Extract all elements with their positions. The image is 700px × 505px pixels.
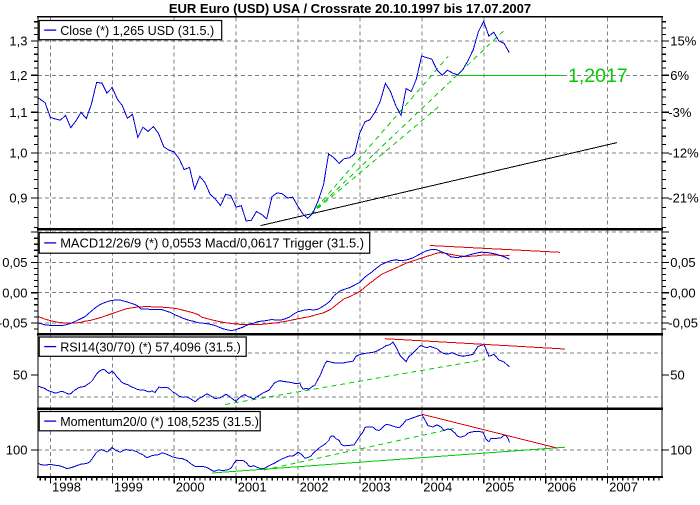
svg-text:2005: 2005	[485, 480, 514, 495]
svg-text:Close (*) 1,265 USD (31.5.): Close (*) 1,265 USD (31.5.)	[60, 24, 214, 38]
svg-text:-0,05: -0,05	[668, 316, 698, 331]
svg-text:0,9: 0,9	[9, 191, 27, 206]
svg-text:1,2: 1,2	[9, 68, 27, 83]
svg-text:1,2017: 1,2017	[568, 65, 628, 87]
svg-text:50: 50	[670, 368, 684, 383]
svg-text:2007: 2007	[609, 480, 638, 495]
svg-text:1,3: 1,3	[9, 34, 27, 49]
svg-text:100: 100	[670, 443, 692, 458]
svg-text:MACD12/26/9 (*) 0,0553 Macd/0,: MACD12/26/9 (*) 0,0553 Macd/0,0617 Trigg…	[60, 236, 364, 251]
svg-text:1,0: 1,0	[9, 146, 27, 161]
svg-text:0,05: 0,05	[2, 255, 27, 270]
svg-text:EUR Euro (USD) USA / Crossrate: EUR Euro (USD) USA / Crossrate 20.10.199…	[169, 1, 531, 16]
svg-text:2004: 2004	[423, 480, 452, 495]
svg-text:2002: 2002	[300, 480, 329, 495]
svg-text:1999: 1999	[114, 480, 143, 495]
svg-text:6%: 6%	[670, 68, 689, 83]
svg-text:50: 50	[13, 368, 27, 383]
svg-text:0,00: 0,00	[670, 285, 695, 300]
svg-text:15%: 15%	[670, 34, 696, 49]
svg-text:1998: 1998	[52, 480, 81, 495]
svg-text:Momentum20/0 (*) 108,5235 (31.: Momentum20/0 (*) 108,5235 (31.5.)	[60, 415, 259, 429]
svg-text:-21%: -21%	[668, 191, 699, 206]
svg-text:-0,05: -0,05	[0, 316, 28, 331]
svg-text:-12%: -12%	[668, 146, 699, 161]
svg-text:100: 100	[6, 443, 28, 458]
svg-text:2001: 2001	[238, 480, 267, 495]
svg-text:RSI14(30/70) (*) 57,4096 (31.5: RSI14(30/70) (*) 57,4096 (31.5.)	[60, 340, 241, 354]
svg-text:2003: 2003	[362, 480, 391, 495]
svg-text:0,00: 0,00	[2, 285, 27, 300]
svg-text:1,1: 1,1	[9, 105, 27, 120]
svg-text:2000: 2000	[176, 480, 205, 495]
svg-text:2006: 2006	[547, 480, 576, 495]
svg-text:0,05: 0,05	[670, 255, 695, 270]
svg-text:-3%: -3%	[668, 105, 692, 120]
